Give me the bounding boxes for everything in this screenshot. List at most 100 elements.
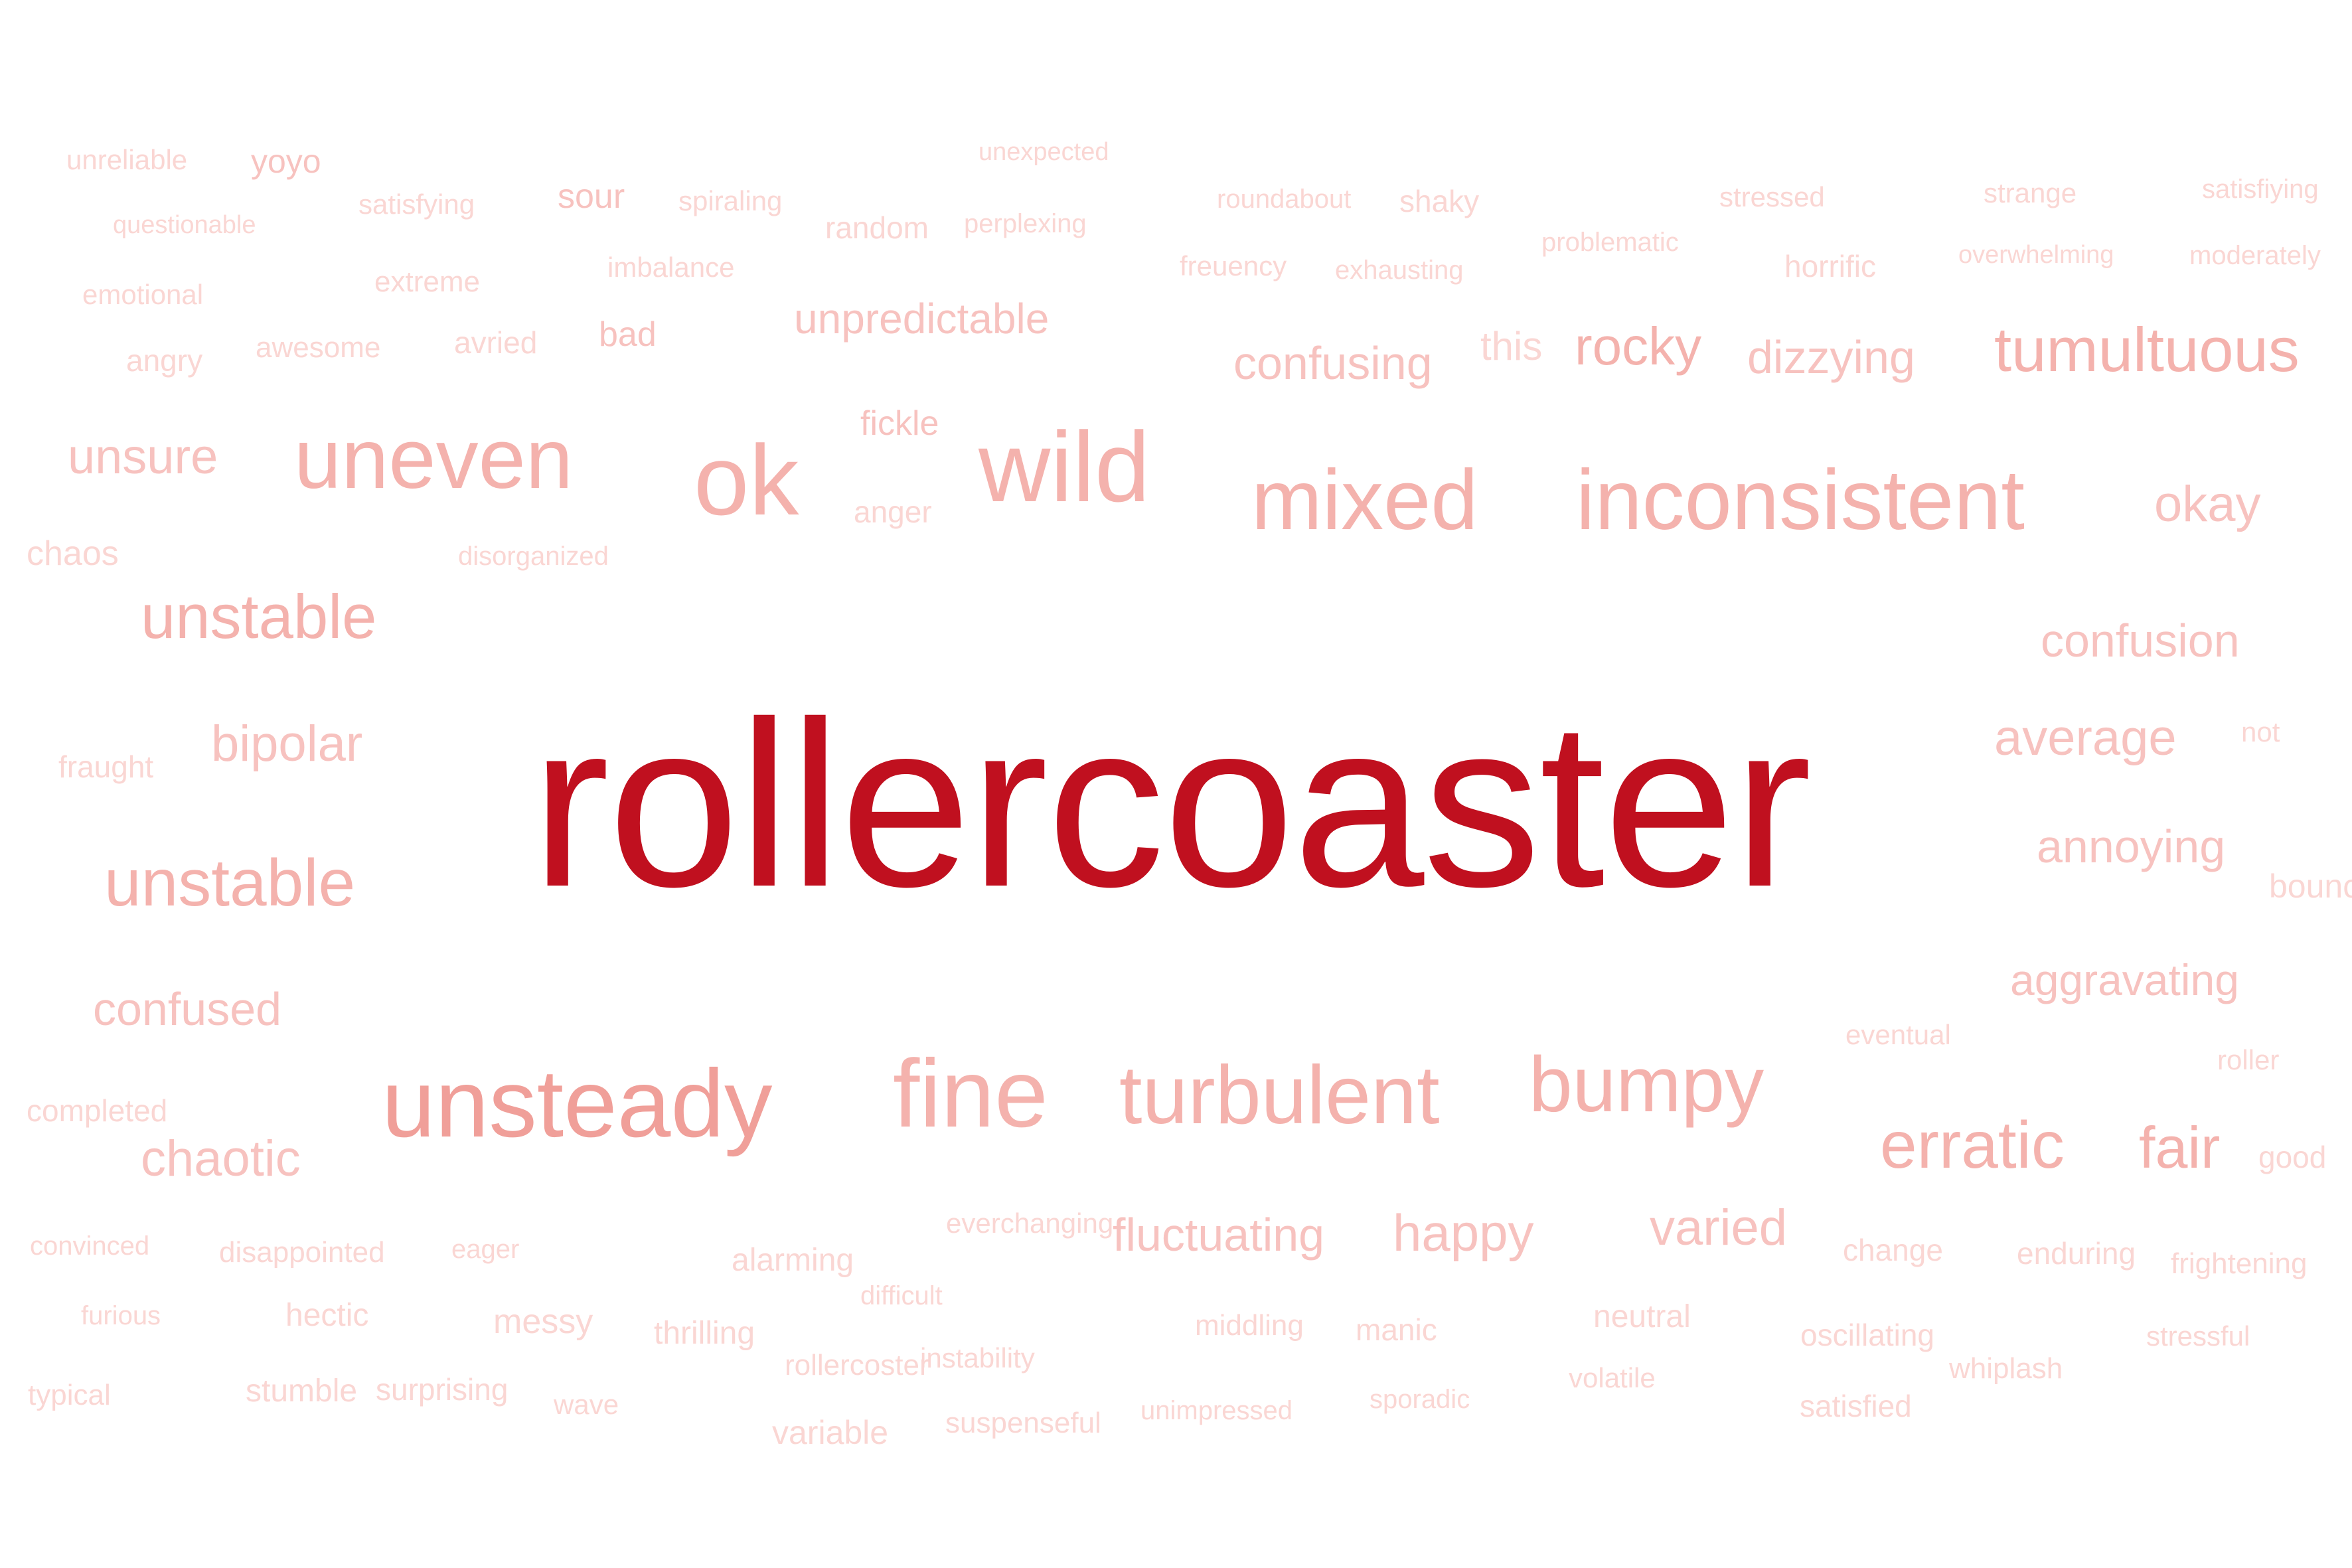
word: frightening (2171, 1247, 2308, 1280)
word: messy (493, 1302, 593, 1341)
word: rollercoster (785, 1349, 929, 1381)
word: good (2258, 1140, 2327, 1174)
word: satisfied (1800, 1389, 1912, 1423)
word: eager (451, 1235, 520, 1264)
word: whiplash (1949, 1352, 2063, 1385)
word: eventual (1845, 1019, 1951, 1050)
word: oscillating (1800, 1318, 1934, 1352)
word: fair (2139, 1115, 2221, 1180)
word: fickle (860, 404, 939, 443)
word: thrilling (654, 1316, 755, 1351)
word: unsteady (382, 1050, 773, 1157)
word: unstable (104, 846, 356, 920)
word: convinced (30, 1231, 150, 1261)
word: angry (126, 343, 203, 378)
word: mixed (1251, 453, 1478, 548)
word: questionable (113, 211, 256, 239)
word: bad (599, 315, 657, 354)
word: emotional (82, 279, 204, 310)
word: difficult (860, 1281, 943, 1310)
word: awesome (256, 331, 381, 364)
word: hectic (285, 1298, 369, 1333)
word: bumpy (1529, 1041, 1764, 1129)
word: enduring (2017, 1236, 2136, 1271)
word: dizzying (1747, 331, 1915, 383)
word: this (1480, 324, 1543, 368)
word: unimpressed (1140, 1396, 1293, 1425)
word: random (825, 210, 929, 245)
word: typical (28, 1379, 111, 1411)
word: satisfying (358, 189, 475, 220)
word: unstable (141, 582, 377, 651)
word: inconsistent (1576, 453, 2025, 548)
word: horrific (1784, 249, 1877, 283)
word: problematic (1541, 228, 1679, 257)
word: aggravating (2010, 955, 2239, 1004)
word: uneven (294, 412, 573, 507)
word: instability (920, 1342, 1035, 1373)
word: neutral (1593, 1299, 1691, 1334)
word: perplexing (964, 209, 1087, 238)
word: confusion (2041, 615, 2240, 666)
word: disappointed (219, 1236, 385, 1269)
word: rocky (1575, 317, 1702, 376)
word: strange (1984, 177, 2077, 208)
word: overwhelming (1958, 241, 2114, 269)
word: stumble (246, 1373, 358, 1409)
word: alarming (732, 1243, 854, 1278)
word: stressed (1719, 181, 1825, 212)
word: chaotic (141, 1131, 301, 1187)
word: okay (2154, 476, 2261, 532)
word: suspenseful (945, 1407, 1101, 1439)
word: sporadic (1370, 1385, 1470, 1414)
word: confused (93, 983, 282, 1035)
word: middling (1195, 1309, 1304, 1342)
word: erratic (1880, 1108, 2065, 1182)
word: freuency (1180, 250, 1287, 281)
word: everchanging (946, 1208, 1114, 1239)
word: avried (454, 325, 538, 360)
word: turbulent (1119, 1050, 1440, 1141)
word: ok (694, 424, 799, 536)
word: fraught (58, 749, 154, 784)
word: sour (558, 177, 625, 216)
word: surprising (376, 1372, 509, 1407)
word: moderately (2189, 241, 2321, 270)
word: manic (1356, 1312, 1437, 1347)
word: roller (2217, 1044, 2280, 1075)
word: happy (1393, 1204, 1534, 1262)
word: satisfiying (2202, 175, 2319, 204)
word: volatile (1569, 1362, 1656, 1393)
word: extreme (374, 266, 480, 298)
word: stressful (2146, 1320, 2250, 1352)
word: unexpected (979, 138, 1109, 166)
word: spiraling (678, 185, 783, 216)
word: confusing (1233, 337, 1433, 389)
word: annoying (2037, 821, 2226, 872)
word: variable (772, 1414, 889, 1451)
word: roundabout (1217, 185, 1352, 214)
word: not (2241, 716, 2280, 747)
word: furious (81, 1301, 161, 1330)
word: wild (979, 411, 1150, 522)
word: bipolar (211, 716, 363, 772)
word-primary: rollercoaster (531, 673, 1812, 936)
word: tumultuous (1994, 315, 2300, 384)
word: unpredictable (794, 295, 1050, 343)
word: imbalance (607, 252, 735, 283)
word: change (1843, 1233, 1943, 1267)
word: yoyo (251, 143, 321, 180)
word: unreliable (66, 144, 188, 175)
word: wave (554, 1389, 619, 1420)
word: shaky (1399, 184, 1480, 218)
word: fine (893, 1040, 1048, 1147)
word: fluctuating (1113, 1209, 1325, 1261)
word: disorganized (458, 542, 609, 571)
word: chaos (27, 534, 119, 573)
word: average (1994, 710, 2177, 766)
word: completed (27, 1093, 168, 1128)
word: exhausting (1335, 256, 1464, 285)
word: varied (1650, 1200, 1787, 1256)
word: unsure (68, 429, 218, 484)
